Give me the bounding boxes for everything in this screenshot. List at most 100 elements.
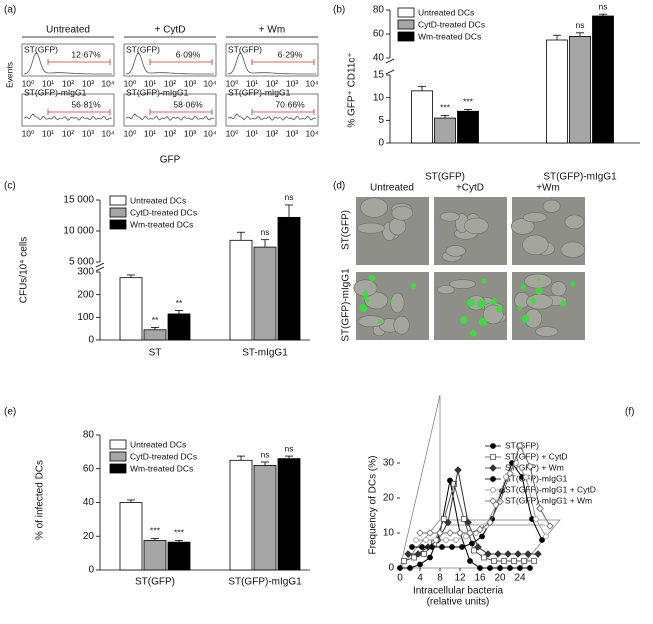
legend-marker: [490, 454, 496, 460]
bar: [546, 39, 568, 144]
y-tick-label: 15: [373, 70, 385, 81]
data-point: [517, 565, 523, 571]
cell: [364, 291, 389, 310]
sample-label: ST(GFP): [24, 44, 58, 54]
x-tick-label: 10³: [286, 128, 298, 138]
axis-break: [385, 69, 395, 75]
cell: [522, 234, 549, 255]
gfp-signal: [389, 299, 393, 303]
x-axis-label: (relative units): [427, 597, 490, 608]
sample-label: ST(GFP)-mIgG1: [24, 87, 87, 97]
bar: [119, 277, 143, 341]
legend-swatch: [109, 219, 127, 230]
column-title: Untreated: [370, 183, 414, 194]
y-tick-label: 5 000: [69, 257, 94, 268]
y-tick-label: 15 000: [63, 195, 94, 206]
x-tick-label: 10⁴: [101, 128, 114, 138]
x-tick-label: 10³: [286, 78, 298, 88]
gfp-signal: [469, 330, 477, 337]
data-point: [464, 518, 472, 527]
data-point: [467, 558, 473, 564]
legend-label: Untreated DCs: [130, 195, 186, 205]
x-tick-label: 10¹: [246, 128, 258, 138]
bar: [457, 110, 479, 144]
x-tick-label: 10²: [266, 128, 278, 138]
data-point: [401, 558, 407, 564]
bar: [277, 458, 301, 571]
x-tick-label: ST(GFP)-mIgG1: [228, 577, 302, 588]
data-point: [497, 565, 503, 571]
gfp-signal: [488, 300, 493, 305]
gfp-signal: [491, 298, 498, 305]
legend-label: Untreated DCs: [130, 439, 186, 449]
data-point: [419, 544, 425, 550]
data-point: [411, 554, 417, 561]
bar: [229, 239, 253, 341]
y-tick-label: 0: [88, 565, 94, 576]
x-tick-label: ST: [149, 348, 162, 359]
legend-swatch: [109, 207, 127, 218]
data-point: [546, 522, 554, 530]
data-point: [479, 533, 485, 540]
axis-break: [95, 266, 105, 272]
histogram-curve: [125, 52, 214, 75]
gate-percent: 58·06%: [173, 99, 203, 109]
data-point: [471, 547, 477, 554]
gfp-signal: [460, 316, 468, 324]
bar: [253, 464, 277, 571]
y-axis-label: Frequency of DCs (%): [368, 456, 379, 555]
panel-label: (d): [333, 181, 345, 192]
annotation: ns: [576, 20, 585, 30]
x-tick-label: 10⁴: [305, 128, 318, 138]
data-point: [454, 466, 462, 474]
bar: [229, 459, 253, 571]
panel-label: (b): [333, 5, 345, 16]
x-tick-label: 10³: [82, 78, 94, 88]
data-point: [526, 462, 534, 471]
data-point: [436, 529, 444, 537]
annotation: **: [152, 315, 159, 325]
histogram-box: [21, 93, 115, 127]
x-tick-label: 10⁰: [22, 128, 35, 138]
x-tick-label: 10⁰: [124, 78, 137, 88]
x-tick-label: 8: [437, 573, 443, 584]
gfp-signal: [368, 274, 376, 282]
panel-label: (c): [4, 181, 16, 192]
data-point: [536, 504, 544, 513]
x-axis-label: GFP: [160, 155, 181, 166]
x-tick-label: 10¹: [42, 78, 54, 88]
gate-percent: 56·81%: [71, 99, 101, 109]
histogram-box: [225, 93, 319, 127]
gate-percent: 12·67%: [71, 49, 101, 59]
data-point: [484, 550, 492, 558]
y-axis-label: Events: [4, 62, 14, 88]
bar: [167, 541, 191, 571]
y-tick-label: 10: [373, 92, 385, 103]
bar: [434, 117, 456, 144]
annotation: ***: [463, 97, 474, 107]
gate-percent: 70·66%: [275, 99, 305, 109]
annotation: ns: [261, 449, 270, 459]
axis-break: [385, 58, 395, 64]
bar: [143, 540, 167, 571]
cell: [390, 292, 405, 314]
data-point: [453, 537, 459, 543]
data-point: [426, 529, 434, 537]
panel-label: (a): [4, 5, 16, 16]
data-point: [421, 551, 427, 557]
data-point: [531, 558, 537, 564]
legend-label: CytD-treated DCs: [418, 19, 485, 29]
data-point: [543, 533, 549, 540]
column-title: Untreated: [46, 25, 90, 36]
bar: [167, 313, 191, 341]
gfp-signal: [521, 314, 530, 323]
y-tick-label: 40: [83, 497, 95, 508]
legend-swatch: [109, 451, 127, 462]
data-point: [524, 550, 532, 558]
y-axis-label: % GFP⁺ CD11c⁺: [347, 52, 358, 127]
data-point: [429, 544, 435, 550]
bar: [592, 15, 614, 144]
x-tick-label: ST-mIgG1: [242, 348, 288, 359]
legend-label: CytD-treated DCs: [130, 451, 197, 461]
